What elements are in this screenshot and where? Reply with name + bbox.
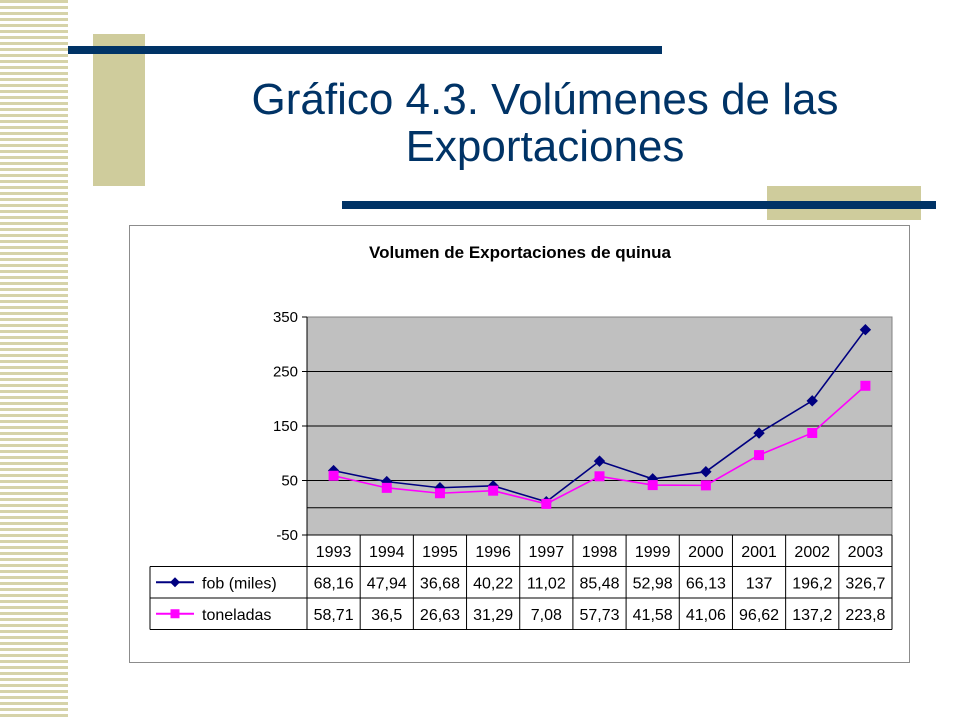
table-value-cell: 31,29 xyxy=(473,607,513,624)
data-point-toneladas xyxy=(434,488,445,499)
slide-title: Gráfico 4.3. Volúmenes de las Exportacio… xyxy=(150,76,940,170)
x-category-label: 1999 xyxy=(635,544,671,561)
data-point-toneladas xyxy=(860,380,871,391)
table-value-cell: 326,7 xyxy=(845,575,885,592)
slide-title-line1: Gráfico 4.3. Volúmenes de las xyxy=(251,75,839,124)
table-value-cell: 223,8 xyxy=(845,607,885,624)
table-value-cell: 52,98 xyxy=(633,575,673,592)
table-value-cell: 57,73 xyxy=(579,607,619,624)
data-point-toneladas xyxy=(754,450,765,461)
x-category-label: 1995 xyxy=(422,544,458,561)
x-category-label: 2002 xyxy=(794,544,830,561)
y-tick-label: 350 xyxy=(273,309,298,326)
data-point-toneladas xyxy=(594,471,605,482)
chart-title: Volumen de Exportaciones de quinua xyxy=(369,243,672,262)
x-category-label: 1996 xyxy=(475,544,511,561)
table-value-cell: 96,62 xyxy=(739,607,779,624)
decor-vertical-block xyxy=(93,34,145,186)
x-category-label: 2001 xyxy=(741,544,777,561)
x-category-label: 1994 xyxy=(369,544,405,561)
table-value-cell: 85,48 xyxy=(579,575,619,592)
data-point-toneladas xyxy=(488,485,499,496)
x-category-label: 1993 xyxy=(316,544,352,561)
legend-series-name: fob (miles) xyxy=(202,575,277,592)
legend-series-name: toneladas xyxy=(202,607,271,624)
decor-top-bar xyxy=(68,46,662,54)
decor-bottom-bar xyxy=(342,201,936,209)
table-value-cell: 7,08 xyxy=(531,607,562,624)
table-value-cell: 47,94 xyxy=(367,575,407,592)
table-value-cell: 196,2 xyxy=(792,575,832,592)
striped-side-decoration xyxy=(0,0,68,720)
x-category-label: 2003 xyxy=(848,544,884,561)
table-value-cell: 40,22 xyxy=(473,575,513,592)
data-point-fob xyxy=(753,427,765,439)
table-value-cell: 36,5 xyxy=(371,607,402,624)
legend-marker-fob xyxy=(170,577,180,588)
data-point-toneladas xyxy=(541,498,552,509)
y-tick-label: 50 xyxy=(281,473,298,490)
table-value-cell: 41,58 xyxy=(633,607,673,624)
table-value-cell: 11,02 xyxy=(527,575,566,592)
table-value-cell: 26,63 xyxy=(420,607,460,624)
legend-marker-toneladas xyxy=(170,609,180,619)
table-value-cell: 137,2 xyxy=(792,607,832,624)
chart-frame: Volumen de Exportaciones de quinua -50 50… xyxy=(129,225,910,663)
data-point-toneladas xyxy=(807,427,818,438)
y-tick-label: 150 xyxy=(273,418,298,435)
table-value-cell: 41,06 xyxy=(686,607,726,624)
data-point-toneladas xyxy=(381,482,392,493)
y-tick-label: 250 xyxy=(273,364,298,381)
y-tick-label: -50 xyxy=(276,527,298,544)
chart-svg: Volumen de Exportaciones de quinua -50 50… xyxy=(149,243,893,630)
table-value-cell: 68,16 xyxy=(314,575,354,592)
x-category-label: 1997 xyxy=(529,544,565,561)
data-point-toneladas xyxy=(700,480,711,491)
data-point-fob xyxy=(700,466,712,478)
data-point-toneladas xyxy=(328,470,339,481)
x-category-label: 2000 xyxy=(688,544,724,561)
data-point-toneladas xyxy=(647,480,658,491)
table-value-cell: 58,71 xyxy=(314,607,354,624)
slide-title-line2: Exportaciones xyxy=(405,122,685,171)
table-value-cell: 66,13 xyxy=(686,575,726,592)
data-point-fob xyxy=(593,455,606,467)
x-category-label: 1998 xyxy=(582,544,618,561)
table-value-cell: 36,68 xyxy=(420,575,460,592)
data-point-fob xyxy=(859,323,872,336)
table-value-cell: 137 xyxy=(746,575,773,592)
data-point-fob xyxy=(806,395,818,407)
